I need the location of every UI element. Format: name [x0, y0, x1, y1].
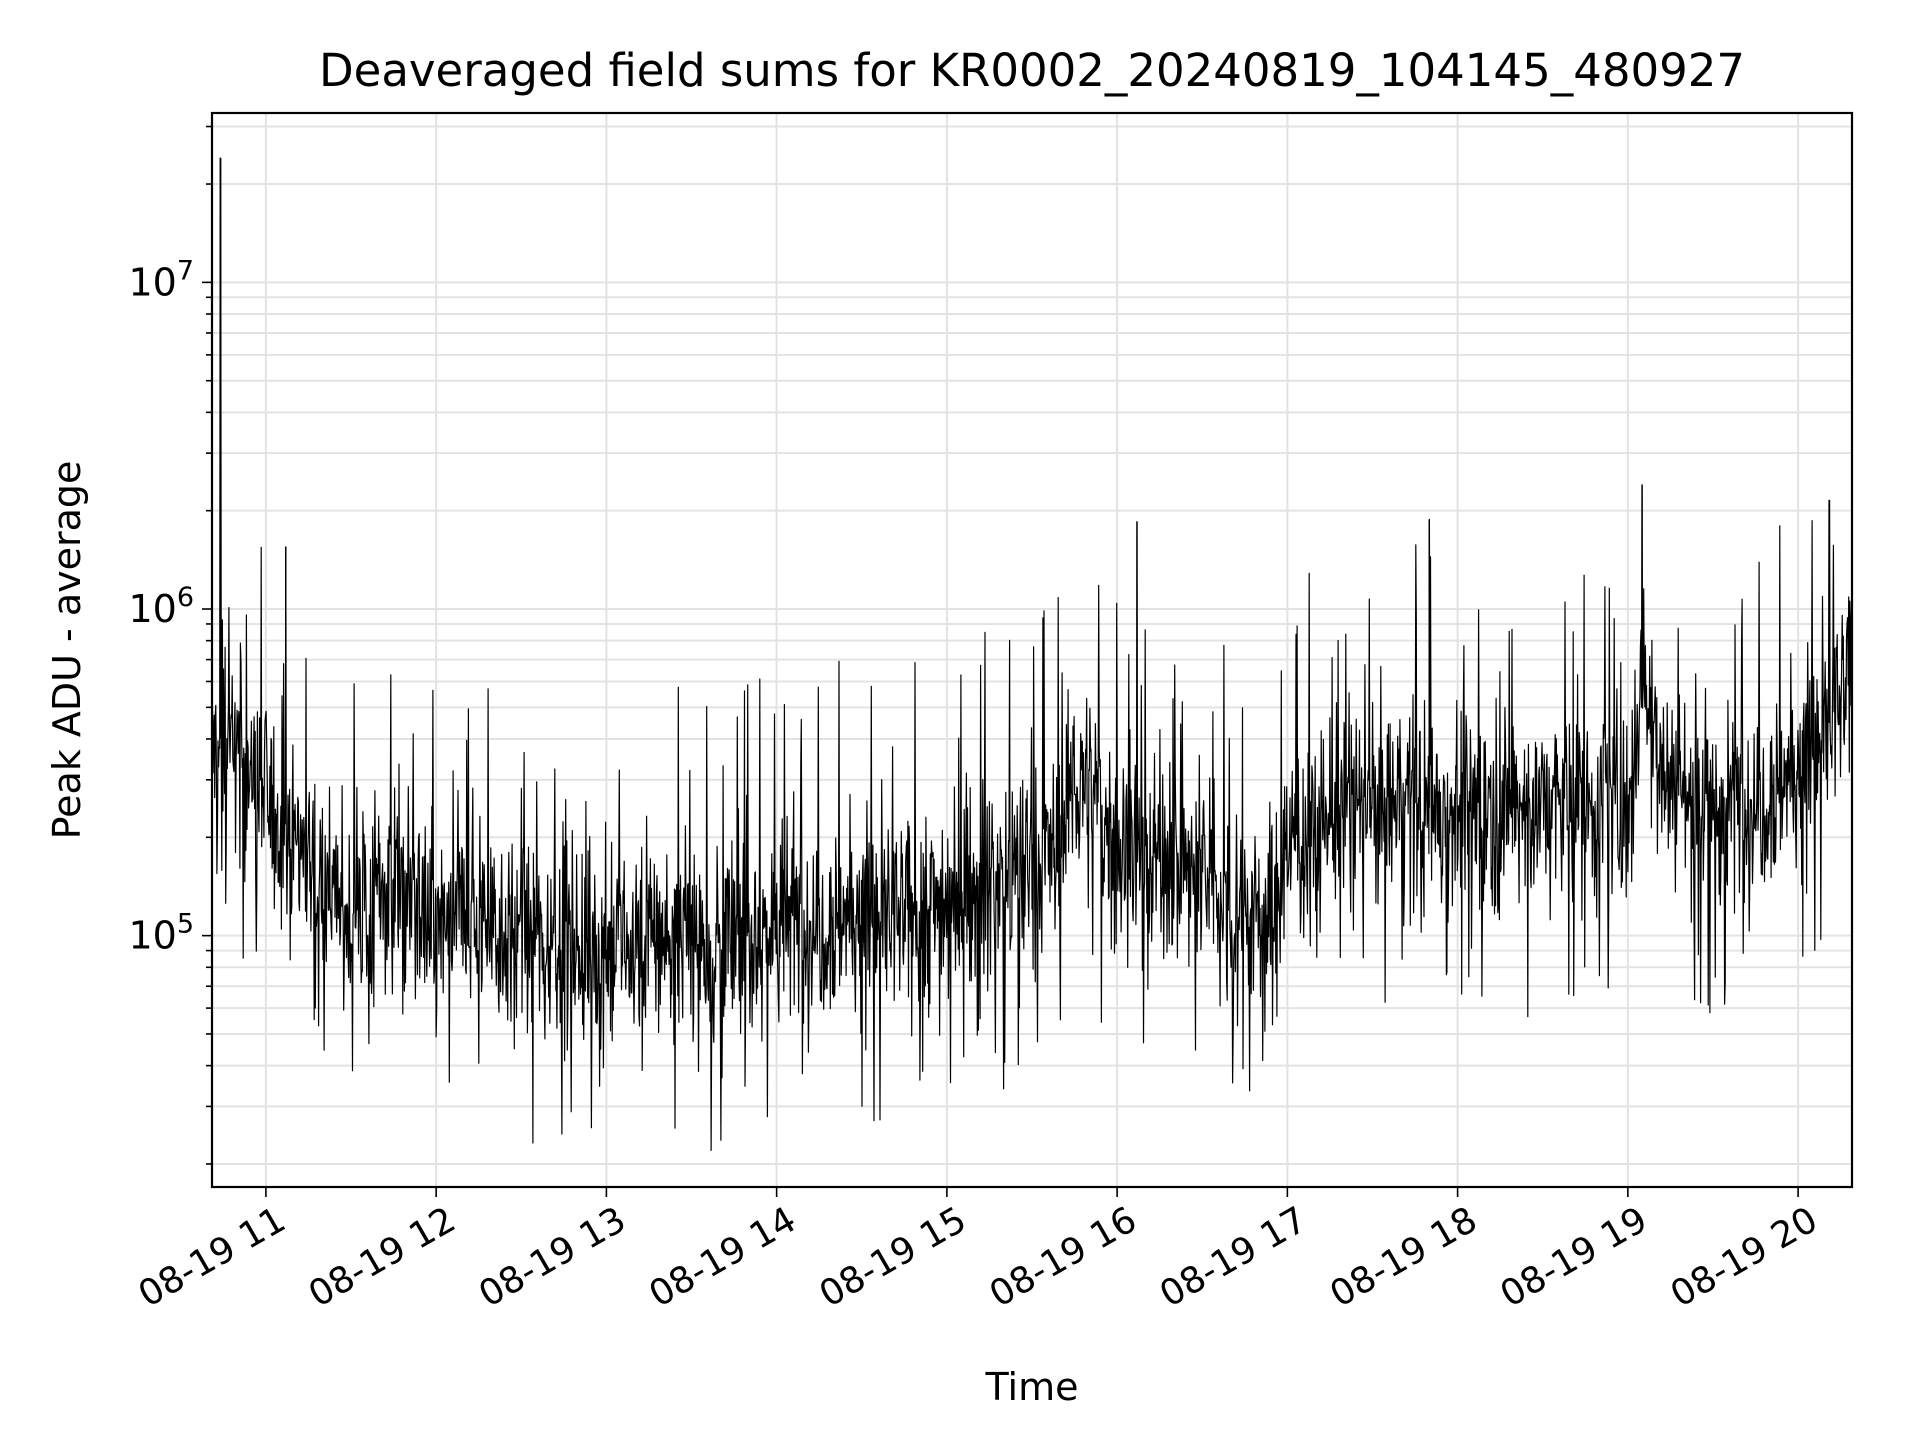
- y-tick-label: 105: [128, 909, 194, 958]
- y-tick-label: 107: [128, 255, 194, 304]
- y-tick-label: 106: [128, 582, 194, 631]
- plot-frame: [210, 111, 1854, 1189]
- chart-title: Deaveraged field sums for KR0002_2024081…: [319, 44, 1745, 97]
- series-line: [211, 157, 1853, 1152]
- y-axis-label: Peak ADU - average: [45, 461, 89, 840]
- x-axis-label: Time: [985, 1365, 1079, 1409]
- data-series: [211, 157, 1853, 1152]
